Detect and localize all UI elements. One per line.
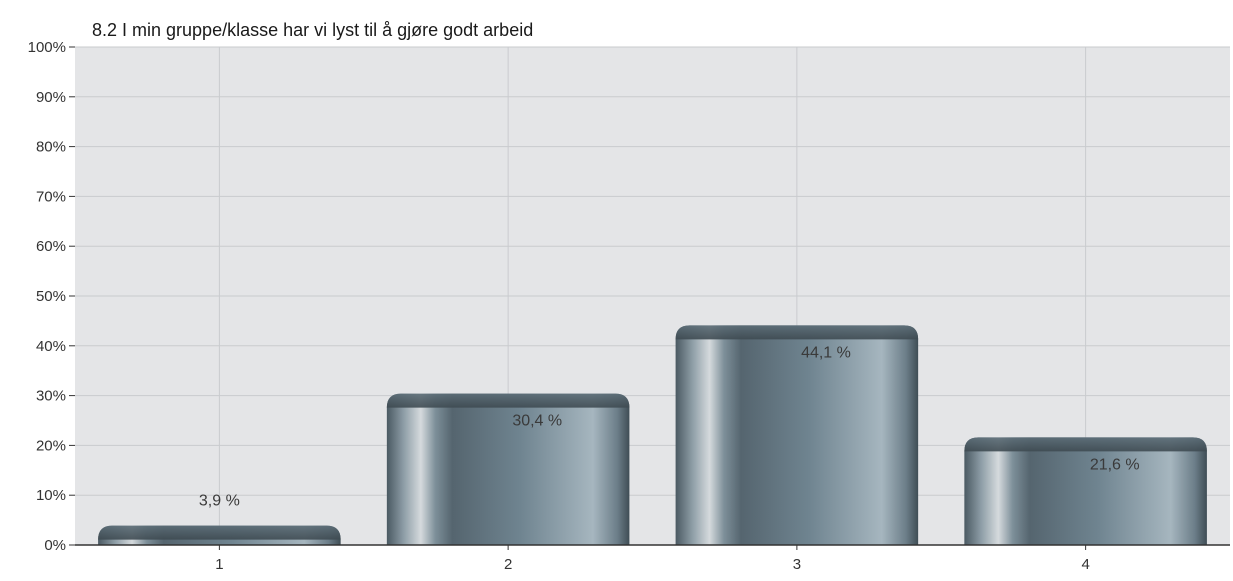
x-tick-label: 2	[504, 556, 512, 573]
y-tick-label: 80%	[36, 139, 66, 156]
bar-body	[386, 393, 630, 545]
data-label-1: 3,9 %	[199, 493, 240, 510]
x-tick-label: 1	[215, 556, 223, 573]
data-labels: 3,9 % 30,4 % 44,1 % 21,6 %	[199, 344, 1140, 509]
bar-cap	[386, 393, 630, 408]
bar-body	[675, 325, 919, 545]
bar-3	[675, 325, 919, 545]
x-tick-label: 4	[1081, 556, 1089, 573]
y-tick-label: 70%	[36, 188, 66, 205]
x-axis: 1 2 3 4	[215, 545, 1090, 573]
bar-2	[386, 393, 630, 545]
bar-4	[964, 437, 1207, 545]
bar-body	[964, 437, 1207, 545]
y-tick-label: 20%	[36, 437, 66, 454]
y-tick-label: 0%	[44, 537, 66, 554]
bar-cap	[675, 325, 919, 340]
data-label-3: 44,1 %	[801, 344, 851, 361]
y-tick-label: 100%	[28, 39, 66, 56]
horizontal-grid	[75, 46, 1230, 496]
y-tick-label: 50%	[36, 288, 66, 305]
bar-1	[98, 525, 341, 545]
y-tick-label: 60%	[36, 238, 66, 255]
y-axis: 0% 10% 20% 30% 40% 50% 60% 70% 80% 90% 100%	[28, 39, 75, 554]
y-tick-label: 10%	[36, 487, 66, 504]
y-tick-label: 90%	[36, 89, 66, 106]
data-label-2: 30,4 %	[512, 413, 562, 430]
bar-cap	[98, 525, 341, 540]
y-tick-label: 30%	[36, 388, 66, 405]
chart-title: 8.2 I min gruppe/klasse har vi lyst til …	[92, 20, 533, 40]
bars	[98, 325, 1207, 545]
data-label-4: 21,6 %	[1090, 456, 1140, 473]
bar-cap	[964, 437, 1207, 452]
x-tick-label: 3	[793, 556, 801, 573]
y-tick-label: 40%	[36, 338, 66, 355]
